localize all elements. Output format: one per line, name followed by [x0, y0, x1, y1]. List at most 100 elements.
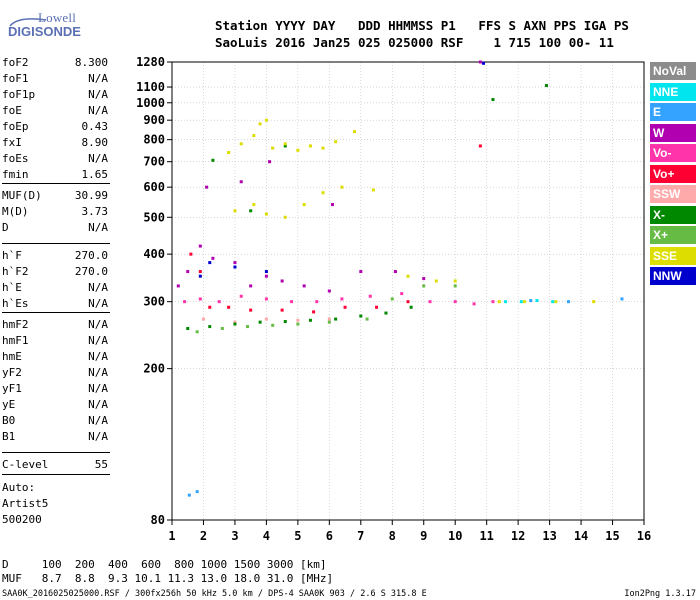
param-key: h`E — [2, 281, 22, 294]
y-tick-label: 500 — [143, 210, 165, 224]
ionogram-chart: 1 2 3 4 5 6 7 8 9 10 11 12 13 14 15 1680200300400500600… — [136, 55, 651, 543]
data-point — [217, 300, 221, 304]
data-point — [280, 279, 284, 283]
param-value: 8.90 — [81, 136, 109, 149]
param-key: D — [2, 221, 9, 234]
param-key: h`F — [2, 249, 22, 262]
data-point — [434, 279, 438, 283]
data-point — [551, 300, 555, 304]
data-point — [327, 317, 331, 321]
data-point — [390, 297, 394, 301]
data-point — [271, 323, 275, 327]
data-point — [365, 317, 369, 321]
data-point — [271, 146, 275, 150]
data-point — [283, 144, 287, 148]
data-point — [283, 320, 287, 324]
param-value: 55 — [94, 458, 108, 471]
data-point — [205, 185, 209, 189]
param-key: foEs — [2, 152, 29, 165]
param-value: 0.43 — [81, 120, 109, 133]
data-point — [384, 311, 388, 315]
data-point — [186, 270, 190, 274]
param-key: h`F2 — [2, 265, 29, 278]
y-tick-label: 1280 — [136, 55, 165, 69]
data-point — [249, 209, 253, 213]
param-key: foF2 — [2, 56, 29, 69]
data-point — [239, 294, 243, 298]
data-point — [302, 203, 306, 207]
param-value: N/A — [88, 318, 108, 331]
param-row: h`E N/A — [2, 281, 108, 295]
param-row: hmF2 N/A — [2, 318, 108, 332]
data-point — [620, 297, 624, 301]
y-tick-label: 600 — [143, 180, 165, 194]
param-row: fxI 8.90 — [2, 136, 108, 150]
param-divider — [2, 312, 110, 313]
param-key: hmE — [2, 350, 22, 363]
data-point — [393, 270, 397, 274]
data-point — [227, 151, 231, 155]
x-tick-label: 15 — [605, 529, 619, 543]
data-point — [327, 320, 331, 324]
legend-item-w: W — [650, 123, 696, 142]
data-point — [368, 294, 372, 298]
legend-item-vo: Vo+ — [650, 164, 696, 183]
x-tick-label: 9 — [420, 529, 427, 543]
param-row: hmE N/A — [2, 350, 108, 364]
data-point — [472, 302, 476, 306]
footer-version: Ion2Png 1.3.17 — [624, 589, 696, 599]
data-point — [422, 277, 426, 281]
param-value: N/A — [88, 88, 108, 101]
param-row: yF1 N/A — [2, 382, 108, 396]
data-point — [208, 305, 212, 309]
data-point — [321, 146, 325, 150]
param-row: h`Es N/A — [2, 297, 108, 311]
param-value: N/A — [88, 366, 108, 379]
x-tick-label: 12 — [511, 529, 525, 543]
data-point — [327, 289, 331, 293]
data-point — [491, 300, 495, 304]
data-point — [198, 270, 202, 274]
data-point — [497, 300, 501, 304]
data-point — [343, 305, 347, 309]
footer-info: SAA0K_2016025025000.RSF / 300fx256h 50 k… — [2, 589, 427, 599]
y-tick-label: 1000 — [136, 96, 165, 110]
data-point — [522, 300, 526, 304]
data-point — [249, 308, 253, 312]
data-point — [208, 261, 212, 265]
data-point — [258, 122, 262, 126]
param-value: N/A — [88, 281, 108, 294]
data-point — [478, 144, 482, 148]
param-row: foEp 0.43 — [2, 120, 108, 134]
data-point — [220, 327, 224, 331]
y-tick-label: 200 — [143, 362, 165, 376]
data-point — [334, 317, 338, 321]
data-point — [302, 284, 306, 288]
data-point — [246, 325, 250, 329]
auto-scaling-text: Auto: — [2, 481, 36, 494]
data-point — [296, 322, 300, 326]
logo-swoosh-icon — [9, 18, 47, 27]
param-key: fxI — [2, 136, 22, 149]
data-point — [296, 318, 300, 322]
param-value: N/A — [88, 350, 108, 363]
data-point — [195, 330, 199, 334]
data-point — [198, 274, 202, 278]
x-tick-label: 16 — [637, 529, 651, 543]
data-point — [308, 318, 312, 322]
param-value: 270.0 — [74, 249, 108, 262]
x-tick-label: 7 — [357, 529, 364, 543]
data-point — [340, 185, 344, 189]
param-key: hmF2 — [2, 318, 29, 331]
param-key: B0 — [2, 414, 16, 427]
data-point — [453, 279, 457, 283]
auto-scaling-text: Artist5 — [2, 497, 49, 510]
param-value: N/A — [88, 221, 108, 234]
data-point — [409, 305, 413, 309]
y-tick-label: 80 — [151, 513, 165, 527]
data-point — [359, 270, 363, 274]
param-row: h`F 270.0 — [2, 249, 108, 263]
data-point — [406, 274, 410, 278]
y-tick-label: 800 — [143, 133, 165, 147]
y-tick-label: 900 — [143, 113, 165, 127]
